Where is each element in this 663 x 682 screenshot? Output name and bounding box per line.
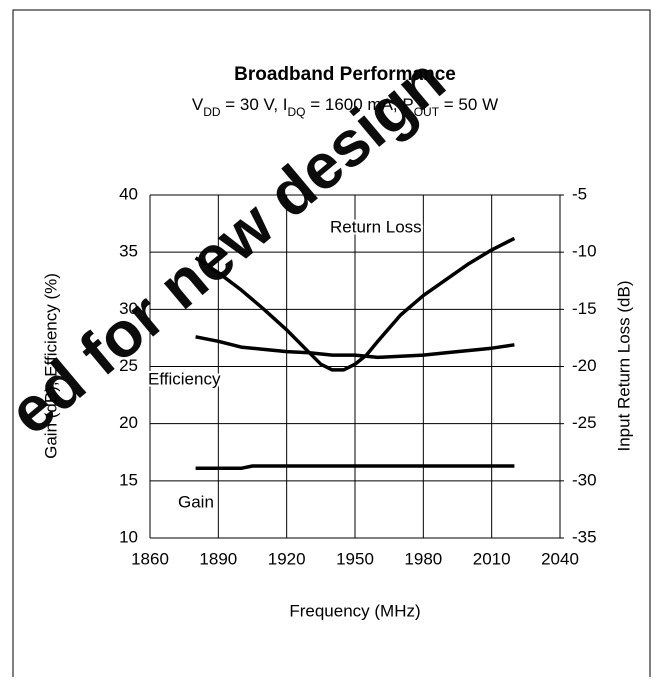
y2-tick-label: -10 bbox=[572, 242, 597, 261]
subtitle-part: DD bbox=[203, 105, 221, 119]
y2-tick-label: -25 bbox=[572, 413, 597, 432]
subtitle-part: DQ bbox=[288, 105, 306, 119]
subtitle-part: OUT bbox=[414, 105, 440, 119]
x-tick-label: 1950 bbox=[336, 549, 374, 568]
x-tick-label: 1980 bbox=[404, 549, 442, 568]
y-tick-label: 30 bbox=[119, 299, 138, 318]
series-line bbox=[195, 335, 515, 360]
x-tick-label: 1860 bbox=[131, 549, 169, 568]
y2-axis-label: Input Return Loss (dB) bbox=[614, 280, 633, 451]
subtitle-part: = 1600 mA, P bbox=[306, 95, 414, 114]
x-tick-label: 1890 bbox=[199, 549, 237, 568]
y2-tick-label: -5 bbox=[572, 184, 587, 203]
series-line bbox=[194, 236, 516, 372]
frame bbox=[12, 9, 651, 677]
series-label: Return Loss bbox=[330, 217, 422, 236]
x-tick-label: 2040 bbox=[541, 549, 579, 568]
subtitle-part: V bbox=[192, 95, 204, 114]
x-tick-label: 1920 bbox=[268, 549, 306, 568]
y-tick-label: 35 bbox=[119, 242, 138, 261]
subtitle-part: = 30 V, I bbox=[221, 95, 288, 114]
chart-title: Broadband Performance bbox=[234, 64, 456, 85]
y2-tick-label: -20 bbox=[572, 356, 597, 375]
x-tick-label: 2010 bbox=[473, 549, 511, 568]
y-axis-label: Gain (dB), Efficiency (%) bbox=[41, 273, 60, 459]
y2-tick-label: -35 bbox=[572, 527, 597, 546]
y-tick-label: 20 bbox=[119, 413, 138, 432]
y-tick-label: 25 bbox=[119, 356, 138, 375]
y2-tick-label: -15 bbox=[572, 299, 597, 318]
y-tick-label: 40 bbox=[119, 184, 138, 203]
subtitle-part: = 50 W bbox=[439, 95, 498, 114]
x-axis-label: Frequency (MHz) bbox=[289, 601, 420, 620]
y-tick-label: 15 bbox=[119, 470, 138, 489]
chart-subtitle: VDD = 30 V, IDQ = 1600 mA, POUT = 50 W bbox=[192, 95, 498, 119]
y-tick-label: 10 bbox=[119, 527, 138, 546]
series-label: Efficiency bbox=[148, 369, 221, 388]
y2-tick-label: -30 bbox=[572, 470, 597, 489]
series-label: Gain bbox=[178, 492, 214, 511]
series-line bbox=[195, 464, 515, 471]
